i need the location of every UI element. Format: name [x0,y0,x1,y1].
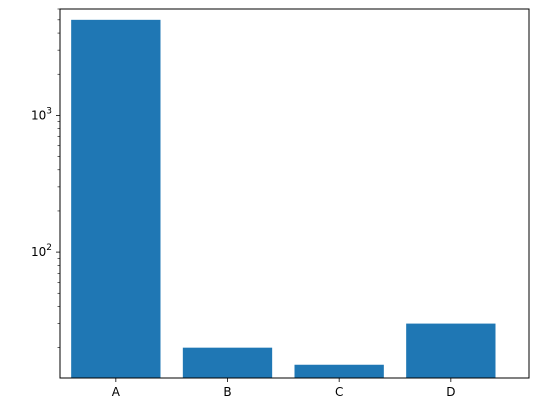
plot-frame [59,8,530,379]
x-tick-label: B [223,385,231,399]
bar-D [406,323,496,378]
y-tick-label: 103 [31,106,52,122]
x-tick-label: A [112,385,121,399]
bar-C [294,364,384,378]
bars-group [71,19,496,379]
x-tick-label: C [335,385,343,399]
y-axis-ticks: 102 103 [31,8,60,348]
bar-B [182,347,273,378]
y-tick-label: 102 [31,243,52,259]
x-tick-label: D [446,385,455,399]
x-axis-ticks: A B C D [112,378,455,399]
bar-A [71,19,161,379]
